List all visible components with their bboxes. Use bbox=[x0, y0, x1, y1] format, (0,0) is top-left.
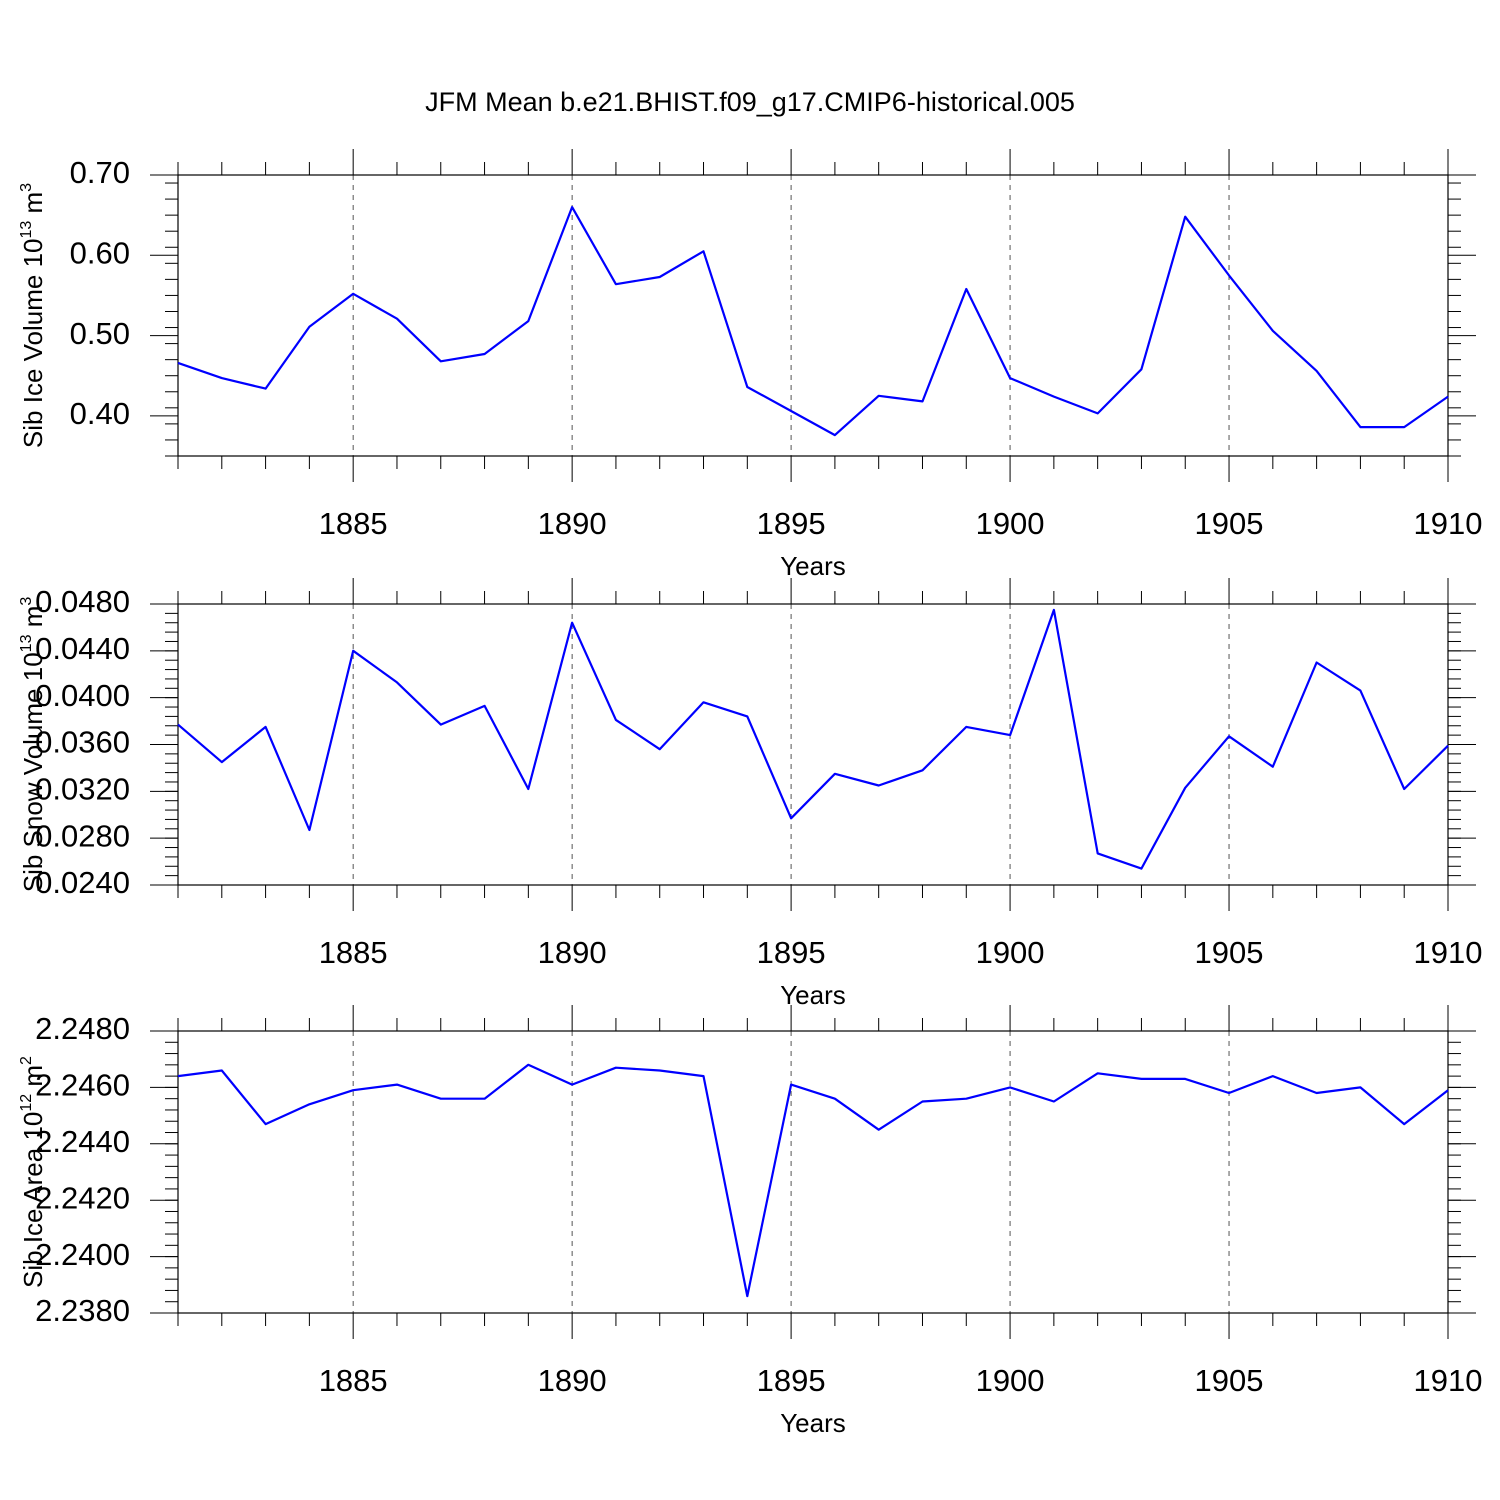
x-tick-label: 1905 bbox=[1195, 1363, 1264, 1398]
x-tick-label: 1885 bbox=[319, 1363, 388, 1398]
y-tick-label: 0.0440 bbox=[35, 631, 130, 666]
panel-2: 0.0240 0.0280 0.0320 0.0360 0.0400 0.0440 0.04… bbox=[18, 578, 1482, 1010]
plot-frame bbox=[177, 174, 1449, 457]
y-tick-label: 0.0360 bbox=[35, 725, 130, 760]
x-tick-label: 1895 bbox=[757, 935, 826, 970]
series-line bbox=[177, 206, 1449, 437]
y-tick-label: 0.70 bbox=[70, 155, 130, 190]
y-axis-label: Sib Ice Volume 1013 m3 bbox=[18, 183, 48, 448]
x-axis-label: Years bbox=[780, 551, 846, 581]
y-tick-label: 2.2380 bbox=[35, 1293, 130, 1328]
y-tick-label: 0.0320 bbox=[35, 772, 130, 807]
x-axis-label: Years bbox=[780, 980, 846, 1010]
x-tick-label: 1885 bbox=[319, 935, 388, 970]
y-axis-label: Sib Snow Volume 1013 m3 bbox=[18, 597, 48, 893]
x-tick-label: 1895 bbox=[757, 506, 826, 541]
y-tick-label: 0.0480 bbox=[35, 584, 130, 619]
x-tick-label: 1910 bbox=[1414, 1363, 1483, 1398]
plot-frame bbox=[177, 603, 1449, 886]
panels: 0.40 0.50 0.60 0.70 1885 1890 1895 1900 1905 1910… bbox=[18, 149, 1482, 1438]
x-tick-label: 1900 bbox=[976, 1363, 1045, 1398]
x-tick-label: 1910 bbox=[1414, 935, 1483, 970]
x-tick-label: 1900 bbox=[976, 506, 1045, 541]
panel-1: 0.40 0.50 0.60 0.70 1885 1890 1895 1900 1905 1910… bbox=[18, 149, 1482, 581]
series-line bbox=[177, 1063, 1449, 1298]
plot-frame bbox=[177, 1030, 1449, 1314]
x-tick-label: 1890 bbox=[538, 935, 607, 970]
series-line bbox=[177, 608, 1449, 870]
x-tick-label: 1890 bbox=[538, 506, 607, 541]
y-tick-label: 0.40 bbox=[70, 396, 130, 431]
panel-3: 2.2380 2.2400 2.2420 2.2440 2.2460 2.2480 1885… bbox=[18, 1005, 1482, 1438]
x-tick-label: 1905 bbox=[1195, 935, 1264, 970]
y-tick-label: 2.2460 bbox=[35, 1068, 130, 1103]
y-axis-label: Sib Ice Area 1012 m2 bbox=[18, 1056, 48, 1288]
y-tick-label: 0.0240 bbox=[35, 865, 130, 900]
y-tick-label: 0.0400 bbox=[35, 678, 130, 713]
y-tick-label: 2.2440 bbox=[35, 1124, 130, 1159]
x-tick-label: 1890 bbox=[538, 1363, 607, 1398]
x-axis-label: Years bbox=[780, 1408, 846, 1438]
x-tick-label: 1900 bbox=[976, 935, 1045, 970]
y-tick-label: 2.2480 bbox=[35, 1011, 130, 1046]
y-tick-label: 2.2400 bbox=[35, 1237, 130, 1272]
x-tick-label: 1910 bbox=[1414, 506, 1483, 541]
y-tick-label: 0.0280 bbox=[35, 818, 130, 853]
x-tick-label: 1885 bbox=[319, 506, 388, 541]
y-tick-label: 0.50 bbox=[70, 316, 130, 351]
y-tick-label: 2.2420 bbox=[35, 1180, 130, 1215]
y-tick-label: 0.60 bbox=[70, 235, 130, 270]
x-tick-label: 1895 bbox=[757, 1363, 826, 1398]
figure-title: JFM Mean b.e21.BHIST.f09_g17.CMIP6-histo… bbox=[425, 87, 1075, 117]
x-tick-label: 1905 bbox=[1195, 506, 1264, 541]
